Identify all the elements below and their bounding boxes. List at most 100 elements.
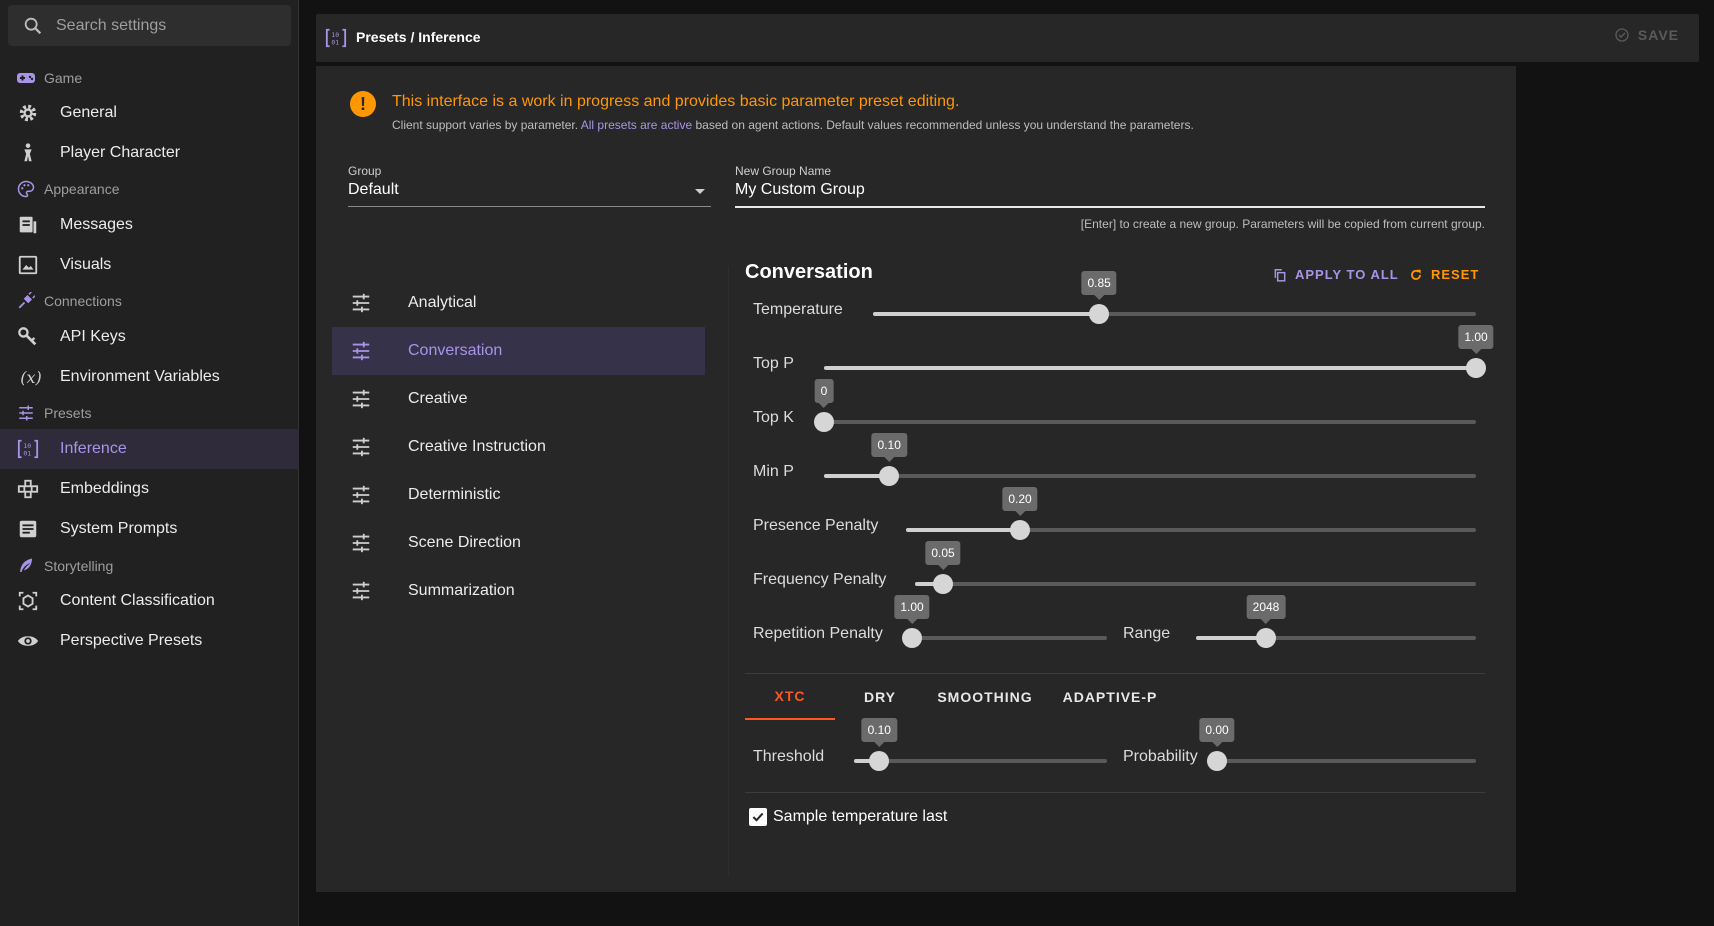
slider-thumb[interactable] (879, 466, 900, 486)
svg-text:01: 01 (23, 449, 31, 457)
preset-item-creative[interactable]: Creative (332, 375, 705, 423)
slider-label: Min P (753, 463, 794, 480)
tune-icon (350, 292, 372, 319)
divider (728, 266, 729, 876)
group-select-value: Default (348, 181, 399, 198)
apply-to-all-label: APPLY TO ALL (1295, 267, 1399, 282)
slider-fill (1196, 636, 1266, 640)
eye-icon (16, 629, 40, 653)
slider-thumb[interactable] (1010, 520, 1030, 540)
sidebar-item-label: Inference (60, 440, 127, 457)
classification-icon (16, 589, 40, 613)
slider-value-tooltip: 2048 (1246, 595, 1286, 624)
divider (745, 673, 1485, 674)
slider-thumb[interactable] (1089, 304, 1110, 324)
sidebar-item-inference[interactable]: 10 01 Inference (0, 429, 299, 469)
reset-button[interactable]: RESET (1409, 267, 1479, 282)
slider-value-tooltip: 0 (814, 379, 834, 408)
slider-label: Repetition Penalty (753, 625, 883, 642)
sidebar-item-content-classification[interactable]: Content Classification (0, 581, 299, 621)
slider-track[interactable] (1196, 636, 1476, 640)
slider-thumb[interactable] (1466, 358, 1486, 378)
preset-item-summarization[interactable]: Summarization (332, 567, 705, 615)
slider-track[interactable] (873, 312, 1476, 316)
slider-value-tooltip: 1.00 (1458, 325, 1494, 354)
tab-xtc[interactable]: XTC (745, 674, 835, 720)
slider-track[interactable] (1217, 759, 1476, 763)
slider-thumb[interactable] (814, 412, 834, 432)
preset-item-analytical[interactable]: Analytical (332, 279, 705, 327)
tune-icon (350, 484, 372, 511)
feather-icon (16, 556, 36, 576)
sidebar-item-perspective-presets[interactable]: Perspective Presets (0, 621, 299, 661)
slider-value-tooltip: 0.85 (1081, 271, 1117, 300)
slider-track[interactable] (912, 636, 1107, 640)
messages-icon (16, 213, 40, 237)
sidebar-item-api-keys[interactable]: API Keys (0, 317, 299, 357)
slider-track[interactable] (906, 528, 1476, 532)
checkmark-icon (752, 812, 764, 822)
sidebar-item-environment-variables[interactable]: (x) Environment Variables (0, 357, 299, 397)
preset-item-conversation[interactable]: Conversation (332, 327, 705, 375)
sidebar-item-label: Player Character (60, 144, 181, 161)
warning-icon: ! (350, 91, 376, 117)
notice-link[interactable]: All presets are active (580, 118, 693, 132)
apply-to-all-button[interactable]: APPLY TO ALL (1273, 267, 1399, 282)
svg-text:10: 10 (23, 442, 31, 450)
section-label: Appearance (44, 181, 120, 197)
tune-icon (350, 388, 372, 415)
sidebar-item-system-prompts[interactable]: System Prompts (0, 509, 299, 549)
tab-adaptive-p[interactable]: ADAPTIVE-P (1062, 689, 1158, 705)
sidebar-item-label: Embeddings (60, 480, 149, 497)
group-select[interactable]: Default (348, 181, 711, 207)
chevron-down-icon (695, 189, 705, 194)
inference-icon: 10 01 (325, 27, 347, 54)
sidebar-item-label: Messages (60, 216, 133, 233)
slider-thumb[interactable] (1207, 751, 1227, 771)
settings-sidebar: Game General Player Character Appearance… (0, 0, 299, 926)
section-label: Connections (44, 293, 122, 309)
tab-smoothing[interactable]: SMOOTHING (937, 689, 1033, 705)
header-bar: 10 01 Presets / Inference SAVE (316, 14, 1699, 62)
slider-thumb[interactable] (902, 628, 922, 648)
section-game: Game (16, 67, 82, 89)
search-box[interactable] (8, 5, 291, 46)
section-connections: Connections (16, 290, 122, 312)
slider-thumb[interactable] (869, 751, 890, 771)
sidebar-item-messages[interactable]: Messages (0, 205, 299, 245)
section-label: Storytelling (44, 558, 114, 574)
embeddings-icon (16, 477, 40, 501)
sidebar-item-label: API Keys (60, 328, 126, 345)
breadcrumb: Presets / Inference (356, 29, 481, 45)
svg-text:01: 01 (331, 38, 339, 46)
preset-item-label: Scene Direction (408, 534, 521, 551)
save-button[interactable]: SAVE (1614, 27, 1679, 43)
slider-thumb[interactable] (933, 574, 954, 594)
sidebar-item-visuals[interactable]: Visuals (0, 245, 299, 285)
preset-item-scene-direction[interactable]: Scene Direction (332, 519, 705, 567)
plug-icon (16, 291, 36, 311)
slider-track[interactable] (824, 420, 1476, 424)
sidebar-item-player-character[interactable]: Player Character (0, 133, 299, 173)
sample-temperature-last-label: Sample temperature last (773, 808, 948, 825)
preset-item-creative-instruction[interactable]: Creative Instruction (332, 423, 705, 471)
sidebar-item-general[interactable]: General (0, 93, 299, 133)
search-input[interactable] (56, 5, 281, 46)
slider-thumb[interactable] (1256, 628, 1276, 648)
preset-item-deterministic[interactable]: Deterministic (332, 471, 705, 519)
slider-track[interactable] (915, 582, 1476, 586)
new-group-hint: [Enter] to create a new group. Parameter… (1080, 217, 1485, 231)
sidebar-item-label: Content Classification (60, 592, 215, 609)
new-group-input[interactable]: My Custom Group (735, 181, 1485, 208)
sample-temperature-last-checkbox[interactable] (749, 808, 767, 826)
tab-dry[interactable]: DRY (863, 689, 897, 705)
slider-track[interactable] (824, 474, 1476, 478)
sidebar-item-embeddings[interactable]: Embeddings (0, 469, 299, 509)
slider-label: Top K (753, 409, 794, 426)
slider-value-tooltip: 1.00 (894, 595, 930, 624)
sidebar-item-label: System Prompts (60, 520, 178, 537)
slider-track[interactable] (854, 759, 1107, 763)
group-label: Group (348, 164, 382, 178)
section-label: Game (44, 70, 83, 86)
tune-icon (350, 580, 372, 607)
